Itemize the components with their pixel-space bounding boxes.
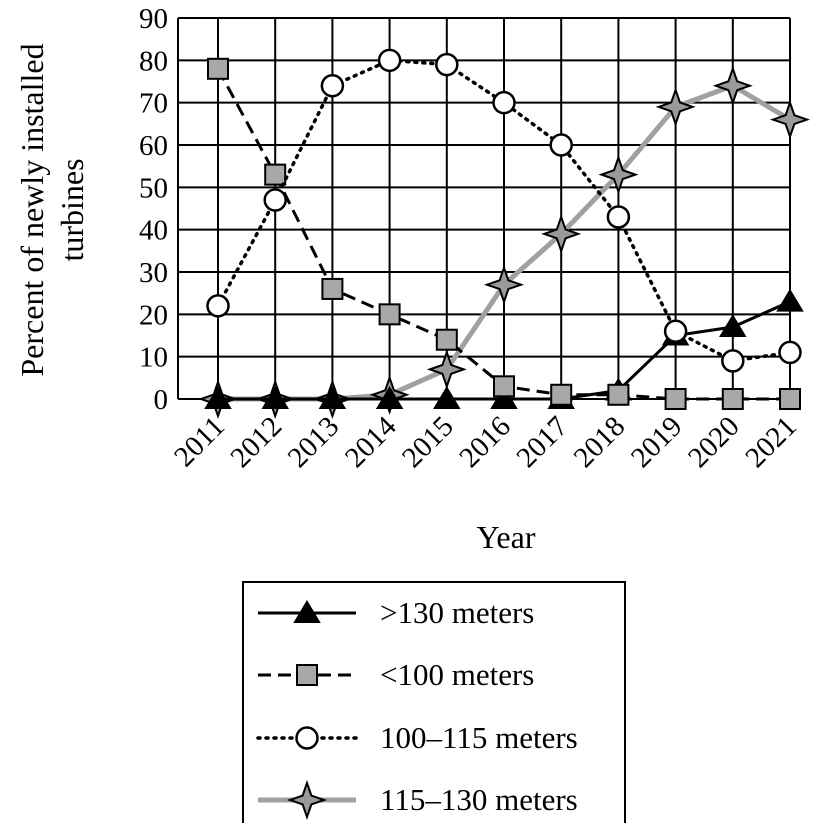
data-point-circle — [606, 205, 631, 229]
legend: >130 meters <100 meters 100–115 meters 115–… — [242, 581, 626, 823]
y-tick-label: 70 — [139, 88, 168, 120]
y-tick-label: 40 — [139, 215, 168, 247]
y-tick-label: 10 — [139, 342, 168, 374]
data-point-circle — [721, 349, 745, 373]
legend-marker-star — [286, 779, 328, 821]
data-point-square — [378, 303, 401, 326]
data-point-circle — [435, 52, 459, 77]
data-point-star — [655, 86, 696, 127]
data-point-circle — [549, 133, 573, 157]
legend-item-triangle: >130 meters — [258, 595, 534, 630]
x-tick-label: 2013 — [282, 410, 346, 474]
x-tick-label: 2015 — [396, 410, 460, 474]
data-point-star — [541, 213, 582, 254]
x-tick-label: 2019 — [625, 410, 689, 474]
x-tick-label: 2020 — [682, 410, 746, 474]
legend-items: >130 meters <100 meters 100–115 meters 115–… — [256, 595, 578, 821]
x-tick-label: 2012 — [225, 410, 289, 474]
data-point-triangle — [433, 386, 461, 409]
y-tick-label: 50 — [139, 172, 168, 204]
data-point-triangle — [490, 386, 518, 409]
x-tick-label: 2018 — [568, 410, 632, 474]
x-tick-label: 2011 — [168, 410, 231, 473]
data-point-square — [207, 57, 229, 80]
legend-marker-circle — [295, 726, 319, 750]
data-point-circle — [663, 319, 688, 344]
data-point-square — [435, 328, 458, 351]
data-point-square — [264, 163, 287, 186]
legend-item-square: <100 meters — [258, 657, 534, 692]
y-tick-label: 90 — [139, 3, 168, 35]
x-axis-title: Year — [477, 519, 536, 555]
x-tick-label: 2016 — [453, 410, 517, 474]
y-tick-label: 20 — [139, 299, 168, 331]
data-point-square — [721, 388, 744, 410]
data-point-square — [550, 383, 573, 406]
y-tick-label: 0 — [154, 384, 169, 416]
data-point-star — [712, 65, 753, 106]
data-point-triangle — [719, 314, 747, 338]
data-point-circle — [492, 90, 516, 115]
data-point-triangle — [261, 386, 289, 409]
data-point-square — [664, 388, 687, 410]
y-tick-label: 60 — [139, 130, 168, 162]
y-axis-ticks: 0 10 20 30 40 50 60 70 80 90 — [139, 3, 168, 416]
data-point-triangle — [318, 386, 347, 409]
legend-label: >130 meters — [380, 595, 534, 630]
legend-label: 100–115 meters — [380, 720, 578, 755]
y-tick-label: 80 — [139, 45, 168, 77]
data-point-star — [598, 154, 639, 195]
legend-label: 115–130 meters — [380, 782, 578, 817]
legend-label: <100 meters — [380, 657, 534, 692]
legend-marker-triangle — [293, 600, 321, 623]
x-tick-label: 2017 — [511, 410, 575, 474]
data-point-circle — [320, 73, 345, 98]
legend-item-circle: 100–115 meters — [256, 720, 578, 755]
legend-marker-square — [296, 664, 318, 686]
data-point-triangle — [204, 386, 232, 409]
legend-item-star: 115–130 meters — [258, 779, 578, 821]
y-tick-label: 30 — [139, 257, 168, 289]
data-point-circle — [377, 48, 402, 73]
data-point-star — [769, 99, 811, 140]
data-point-circle — [263, 188, 287, 212]
data-point-triangle — [776, 288, 804, 312]
y-axis-title-line-2: turbines — [54, 158, 90, 261]
series — [197, 48, 811, 420]
data-point-star — [483, 264, 525, 305]
data-point-square — [493, 375, 515, 398]
series-circle — [206, 48, 802, 373]
y-axis-title-line-1: Percent of newly installed — [14, 43, 50, 376]
data-point-square — [607, 383, 630, 406]
data-point-square — [779, 388, 801, 410]
data-point-circle — [778, 340, 802, 365]
series-square — [207, 57, 801, 410]
data-point-square — [321, 277, 344, 300]
x-tick-label: 2014 — [339, 410, 403, 474]
data-point-triangle — [375, 386, 404, 409]
x-tick-label: 2021 — [739, 410, 803, 474]
x-axis-ticks: 2011201220132014201520162017201820192020… — [168, 410, 803, 474]
data-point-circle — [206, 294, 230, 318]
series-triangle — [204, 288, 804, 409]
